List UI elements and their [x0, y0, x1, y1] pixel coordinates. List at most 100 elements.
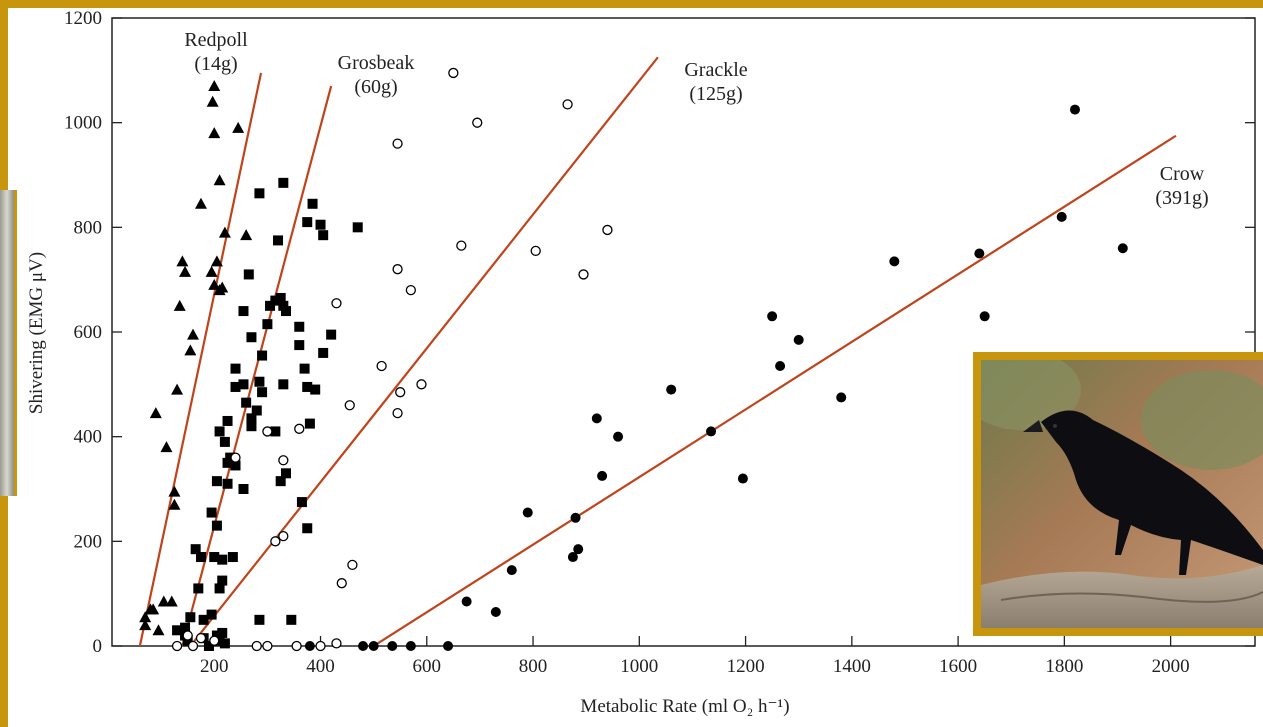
series-label-crow: Crow: [1160, 163, 1205, 185]
point-grosbeak: [222, 415, 233, 426]
point-grosbeak: [304, 418, 315, 429]
point-grosbeak: [209, 552, 220, 563]
point-grosbeak: [217, 554, 228, 565]
point-grosbeak: [270, 295, 281, 306]
point-crow: [573, 544, 584, 555]
crow-photo: [973, 352, 1263, 636]
point-grosbeak: [241, 397, 252, 408]
series-label-grosbeak: Grosbeak: [338, 52, 415, 74]
point-crow: [358, 641, 369, 651]
point-crow: [405, 641, 416, 651]
point-grackle: [195, 633, 207, 644]
point-grosbeak: [203, 641, 214, 651]
point-redpoll: [139, 611, 152, 623]
point-redpoll: [208, 127, 221, 139]
fit-line-grosbeak: [181, 85, 333, 647]
point-crow: [793, 334, 804, 345]
point-grosbeak: [257, 387, 268, 398]
point-grosbeak: [299, 363, 310, 374]
point-grackle: [456, 240, 467, 251]
y-tick-label: 1000: [64, 113, 102, 134]
point-grackle: [472, 117, 483, 128]
point-grackle: [262, 426, 273, 437]
point-grosbeak: [278, 177, 289, 188]
point-grosbeak: [214, 426, 225, 437]
y-axis-label: Shivering (EMG μV): [26, 252, 47, 414]
point-grackle: [578, 269, 589, 280]
point-grackle: [331, 298, 342, 309]
series-label-redpoll: Redpoll: [184, 29, 248, 51]
point-grosbeak: [238, 379, 249, 390]
point-redpoll: [194, 197, 207, 209]
point-crow: [490, 606, 501, 617]
point-grosbeak: [246, 421, 257, 432]
point-grosbeak: [254, 376, 265, 387]
point-grosbeak: [180, 622, 191, 633]
point-crow: [567, 552, 578, 563]
point-redpoll: [171, 383, 184, 395]
point-grosbeak: [225, 452, 236, 463]
point-grosbeak: [294, 340, 305, 351]
point-crow: [461, 596, 472, 607]
crow-illustration: [981, 360, 1263, 628]
point-grackle: [392, 138, 403, 149]
point-grackle: [562, 99, 573, 110]
point-grackle: [376, 360, 387, 372]
point-grosbeak: [315, 219, 326, 230]
y-tick-label: 1200: [64, 8, 102, 29]
point-crow: [836, 392, 847, 403]
series-mass-grosbeak: (60g): [354, 76, 397, 98]
point-grackle: [291, 640, 302, 652]
point-grackle: [171, 640, 183, 652]
series-mass-crow: (391g): [1155, 187, 1208, 209]
point-grosbeak: [254, 188, 265, 199]
point-grosbeak: [198, 614, 209, 625]
point-crow: [737, 473, 748, 484]
point-redpoll: [168, 485, 181, 497]
point-redpoll: [157, 595, 170, 607]
point-redpoll: [152, 624, 165, 636]
point-grackle: [278, 530, 289, 542]
point-redpoll: [165, 595, 178, 607]
point-crow: [613, 431, 624, 442]
x-tick-label: 1400: [833, 656, 871, 677]
point-grackle: [262, 640, 273, 652]
x-tick-label: 1000: [620, 656, 658, 677]
point-grosbeak: [273, 235, 284, 246]
point-crow: [506, 565, 517, 576]
point-redpoll: [205, 265, 218, 277]
point-grackle: [416, 379, 427, 390]
point-crow: [1117, 243, 1128, 254]
x-tick-label: 1600: [939, 656, 977, 677]
point-redpoll: [187, 328, 200, 340]
point-crow: [522, 507, 533, 518]
point-redpoll: [176, 255, 189, 267]
point-grosbeak: [214, 635, 225, 646]
point-grosbeak: [286, 614, 297, 625]
x-tick-label: 200: [200, 656, 229, 677]
fit-line-grackle: [189, 56, 659, 647]
point-crow: [368, 641, 379, 651]
x-tick-label: 600: [413, 656, 442, 677]
point-redpoll: [160, 441, 173, 453]
point-grackle: [315, 640, 326, 652]
point-redpoll: [184, 344, 197, 356]
y-tick-label: 200: [74, 531, 103, 552]
point-crow: [767, 311, 778, 322]
point-grackle: [344, 400, 355, 411]
left-photo-strip: [0, 190, 17, 496]
point-grosbeak: [278, 300, 289, 311]
chart-axes: 0 200 400 600 800 1000 1200 200 400 600 800 1000 120…: [64, 8, 1256, 677]
point-grosbeak: [190, 544, 201, 555]
point-grosbeak: [227, 552, 238, 563]
y-tick-label: 600: [74, 322, 103, 343]
point-grosbeak: [326, 329, 337, 340]
series-mass-redpoll: (14g): [194, 53, 237, 75]
point-grosbeak: [211, 630, 222, 641]
point-grosbeak: [280, 468, 291, 479]
x-tick-label: 400: [306, 656, 335, 677]
point-grackle: [209, 635, 220, 646]
fit-line-crow: [373, 134, 1177, 647]
point-crow: [974, 248, 985, 259]
